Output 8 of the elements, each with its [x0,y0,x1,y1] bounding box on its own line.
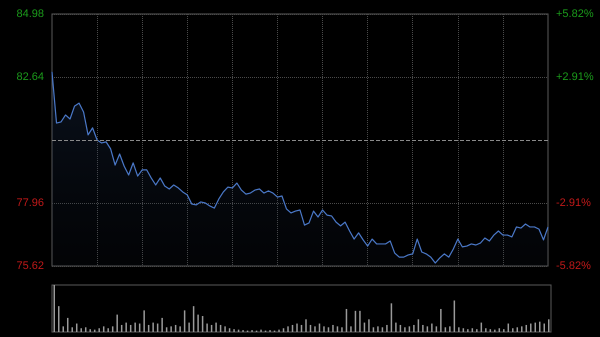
y2-tick-label: +5.82% [556,8,594,20]
y-tick-label: 84.98 [16,8,44,20]
y-tick-label: 75.62 [16,260,44,272]
y2-tick-label: -5.82% [556,260,592,272]
y2-tick-label: -2.91% [556,197,592,209]
y-tick-label: 77.96 [16,197,44,209]
y2-tick-label: +2.91% [556,71,594,83]
y-tick-label: 82.64 [16,71,44,83]
